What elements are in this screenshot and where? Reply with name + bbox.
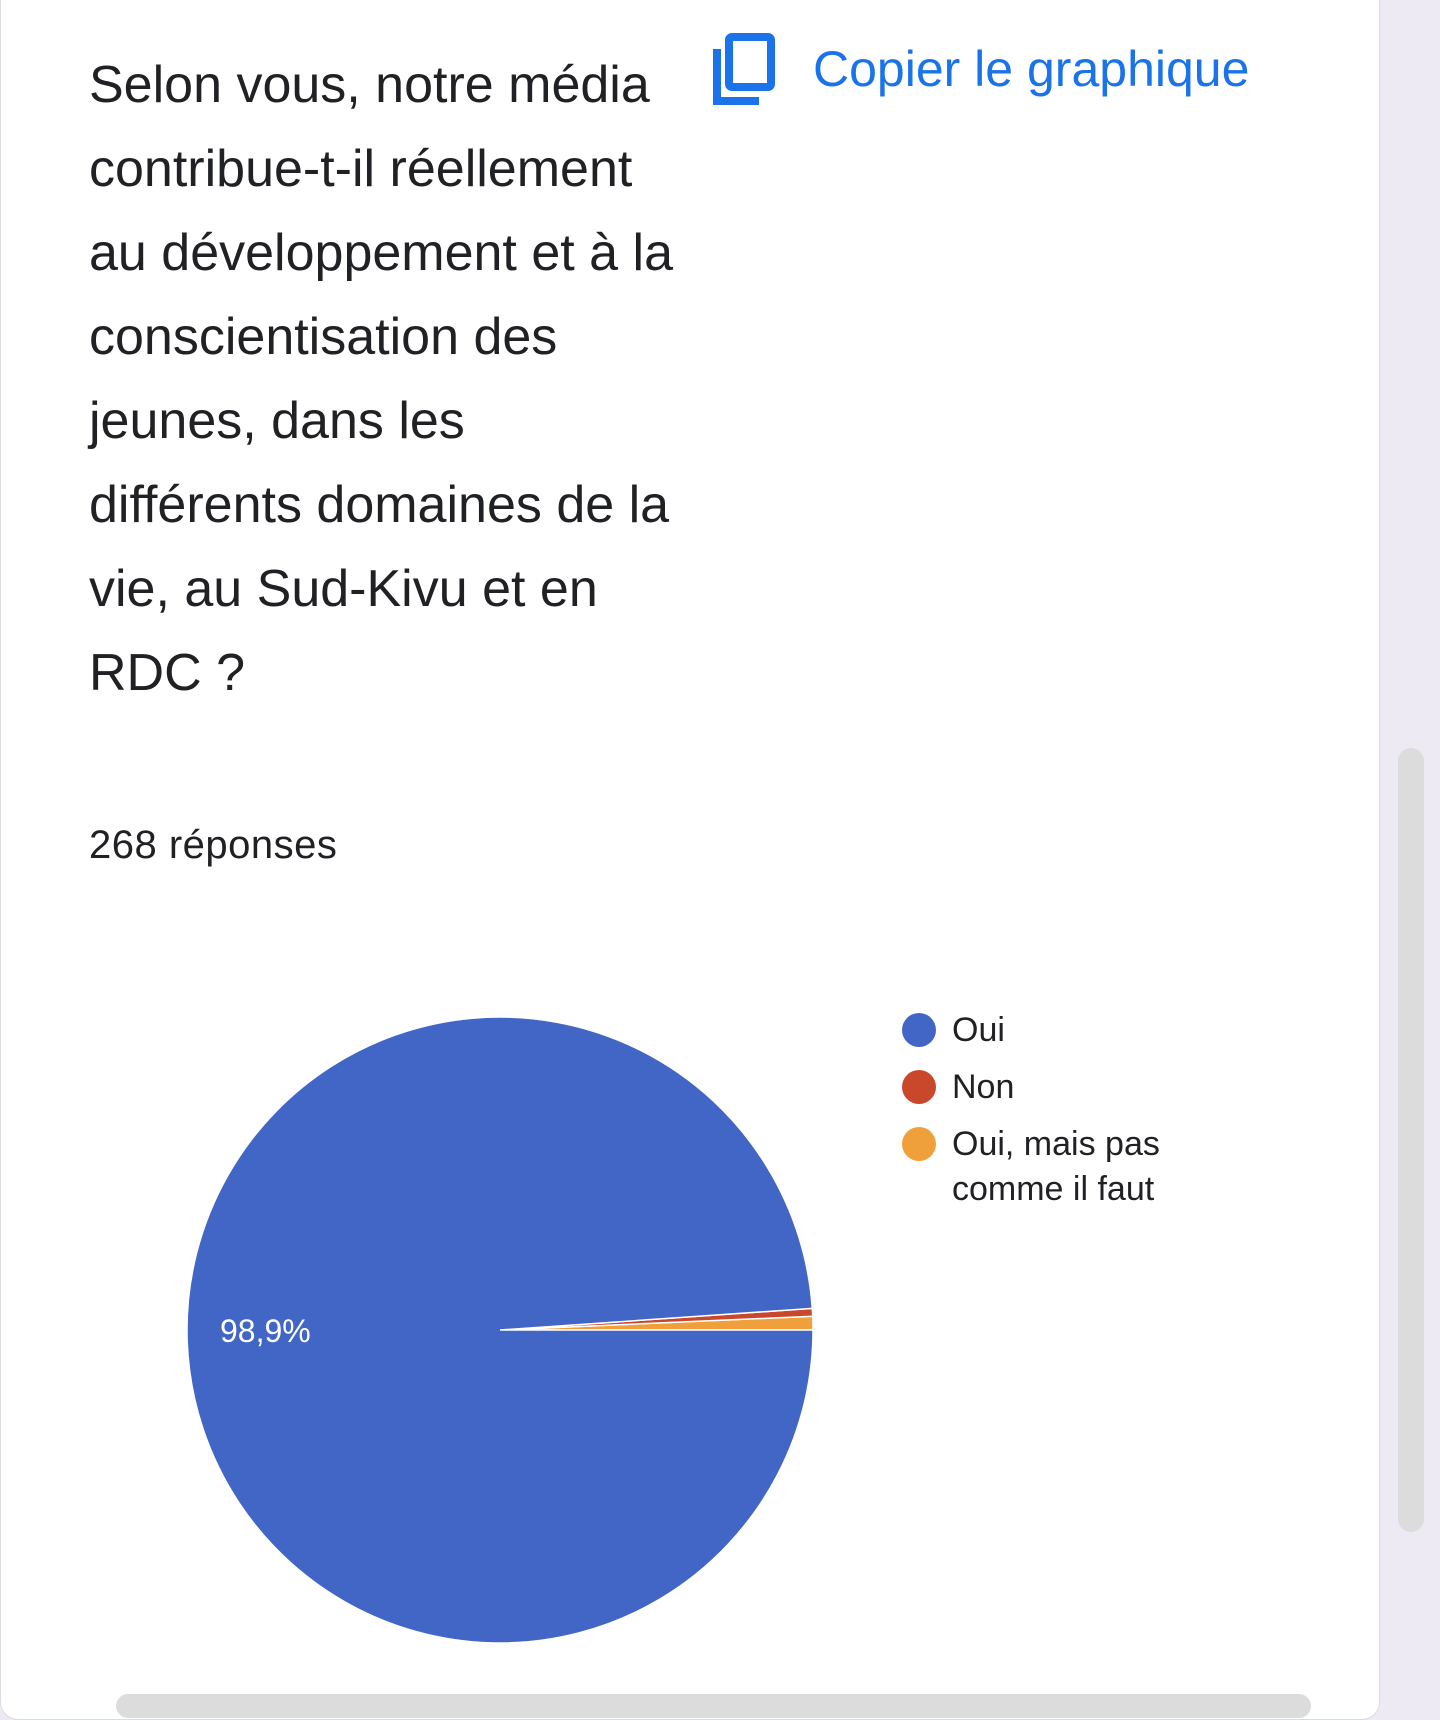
response-count: 268 réponses (89, 823, 338, 867)
legend-swatch (902, 1013, 936, 1047)
horizontal-scrollbar[interactable] (116, 1694, 1311, 1718)
chart-legend: Oui Non Oui, mais pas comme il faut (900, 1008, 1200, 1224)
question-title: Selon vous, notre média contribue-t-il r… (89, 56, 673, 702)
pie-chart: 98,9% (186, 1016, 814, 1644)
pie-slice-oui[interactable] (186, 1016, 814, 1644)
copy-chart-button[interactable]: Copier le graphique (713, 33, 1249, 105)
legend-label: Non (952, 1068, 1015, 1106)
pie-value-label: 98,9% (220, 1313, 311, 1349)
legend-item: Oui, mais pas comme il faut (900, 1122, 1200, 1212)
legend-label: Oui, mais pas comme il faut (952, 1125, 1160, 1208)
legend-item: Non (900, 1065, 1200, 1110)
copy-icon (713, 33, 775, 105)
legend-item: Oui (900, 1008, 1200, 1053)
copy-chart-label: Copier le graphique (813, 41, 1250, 97)
legend-label: Oui (952, 1011, 1005, 1049)
legend-swatch (902, 1127, 936, 1161)
scrollbar-thumb[interactable] (1398, 748, 1424, 1532)
legend-swatch (902, 1070, 936, 1104)
